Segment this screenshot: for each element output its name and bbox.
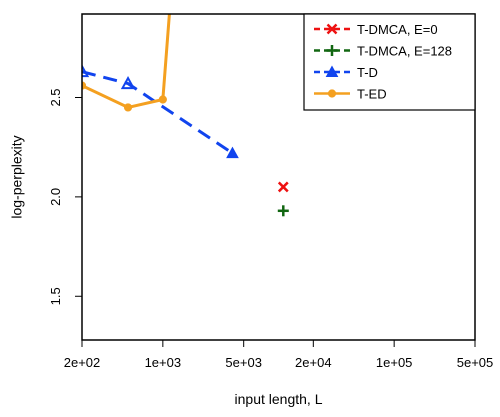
legend-item: T-ED: [314, 87, 387, 102]
x-tick-label: 2e+02: [64, 355, 101, 370]
x-tick-label: 5e+03: [225, 355, 262, 370]
data-point: [123, 103, 133, 112]
series-line: [82, 14, 171, 109]
data-point: [277, 181, 289, 193]
data-point: [226, 146, 239, 159]
series-2: [82, 64, 239, 159]
y-axis-title: log-perplexity: [9, 135, 25, 218]
x-axis-title: input length, L: [235, 391, 323, 407]
x-tick-label: 5e+05: [457, 355, 494, 370]
legend-marker: [326, 45, 338, 56]
plot-frame: [81, 13, 476, 341]
series-3: [82, 4, 173, 112]
y-tick-label: 2.0: [48, 188, 63, 206]
data-point: [166, 4, 173, 11]
x-tick-label: 1e+03: [145, 355, 182, 370]
legend-label: T-DMCA, E=128: [357, 44, 452, 59]
data-point: [120, 75, 136, 90]
legend-marker: [327, 89, 337, 98]
chart-axes: 2e+02 1e+03 5e+03 2e+04 1e+05 5e+05 1.5 2.0 2.5: [48, 88, 493, 370]
x-tick-label: 2e+04: [295, 355, 332, 370]
y-tick-label: 1.5: [48, 287, 63, 305]
legend-label: T-D: [357, 65, 378, 80]
data-point: [158, 95, 167, 104]
legend-item: T-DMCA, E=0: [314, 22, 438, 37]
legend-label: T-ED: [357, 87, 387, 102]
legend: T-DMCA, E=0 T-DMCA, E=128 T-D T-ED: [303, 13, 476, 111]
legend-label: T-DMCA, E=0: [357, 22, 438, 37]
data-point: [277, 205, 289, 217]
series-1: [277, 205, 289, 217]
legend-item: T-DMCA, E=128: [314, 44, 452, 59]
x-tick-label: 1e+05: [376, 355, 413, 370]
chart-series-layer: [82, 4, 289, 217]
legend-marker: [326, 23, 338, 35]
legend-item: T-D: [314, 65, 378, 80]
series-line: [82, 70, 234, 155]
y-tick-label: 2.5: [48, 88, 63, 106]
series-0: [277, 181, 289, 193]
data-point: [82, 64, 90, 78]
legend-marker: [325, 65, 339, 77]
